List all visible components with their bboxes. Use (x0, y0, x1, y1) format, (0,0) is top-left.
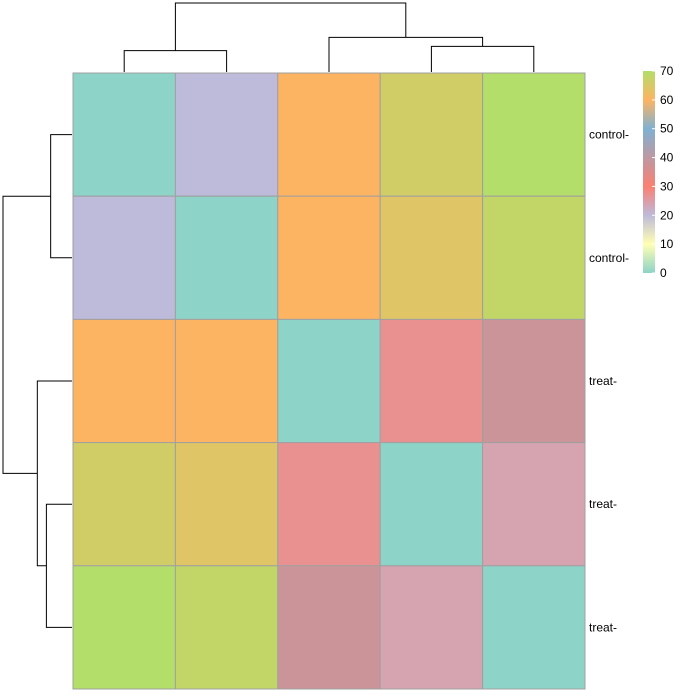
column-dendrogram-branch (123, 50, 228, 72)
heatmap-cell-r3-c2 (277, 442, 381, 567)
colorbar-gradient (643, 71, 655, 273)
colorbar-tick-label: 20 (660, 208, 674, 222)
heatmap-cell-r1-c1 (174, 195, 279, 320)
heatmap-cell-r2-c3 (379, 318, 484, 444)
row-label: treat- (589, 497, 617, 511)
column-dendrogram-branch (174, 2, 407, 51)
heatmap-cell-r0-c4 (482, 72, 586, 197)
row-dendrogram-branch (45, 503, 72, 628)
row-dendrogram-branch (36, 380, 72, 567)
heatmap-cells (72, 72, 586, 690)
heatmap-cell-r4-c2 (277, 565, 381, 690)
colorbar-tick-label: 0 (660, 266, 667, 280)
colorbar-tick-label: 70 (660, 64, 674, 78)
colorbar-tick-label: 30 (660, 179, 674, 193)
heatmap-cell-r0-c2 (277, 72, 381, 197)
column-dendrogram-branch (430, 45, 535, 72)
colorbar-tick-label: 60 (660, 93, 674, 107)
heatmap-cell-r4-c4 (482, 565, 586, 690)
heatmap-cell-r0-c0 (72, 72, 176, 197)
heatmap-cell-r2-c2 (277, 318, 381, 444)
column-dendrogram-branch (328, 36, 484, 72)
heatmap-cell-r4-c0 (72, 565, 176, 690)
heatmap-cell-r1-c3 (379, 195, 484, 320)
row-dendrogram (2, 134, 72, 628)
row-label: control- (589, 251, 629, 265)
row-labels: control-control-treat-treat-treat- (589, 128, 629, 635)
column-dendrogram (123, 2, 535, 72)
row-dendrogram-branch (2, 195, 51, 474)
heatmap-cell-r3-c1 (174, 442, 279, 567)
row-label: treat- (589, 374, 617, 388)
heatmap-cell-r3-c0 (72, 442, 176, 567)
colorbar-tick-label: 40 (660, 151, 674, 165)
heatmap-cell-r3-c4 (482, 442, 586, 567)
row-label: treat- (589, 620, 617, 634)
heatmap-cell-r2-c4 (482, 318, 586, 444)
heatmap-cell-r0-c3 (379, 72, 484, 197)
heatmap-cell-r1-c2 (277, 195, 381, 320)
row-dendrogram-branch (50, 134, 72, 259)
heatmap-cell-r3-c3 (379, 442, 484, 567)
colorbar-ticks: 70 60 50 40 30 20 10 0 (652, 64, 674, 280)
heatmap-cell-r1-c0 (72, 195, 176, 320)
heatmap-cell-r0-c1 (174, 72, 279, 197)
colorbar-tick-label: 10 (660, 237, 674, 251)
heatmap-cell-r4-c1 (174, 565, 279, 690)
colorbar: 70 60 50 40 30 20 10 0 (643, 64, 674, 280)
heatmap-cell-r2-c1 (174, 318, 279, 444)
heatmap-cell-r2-c0 (72, 318, 176, 444)
colorbar-tick-label: 50 (660, 122, 674, 136)
heatmap-cell-r1-c4 (482, 195, 586, 320)
row-label: control- (589, 128, 629, 142)
heatmap-cell-r4-c3 (379, 565, 484, 690)
